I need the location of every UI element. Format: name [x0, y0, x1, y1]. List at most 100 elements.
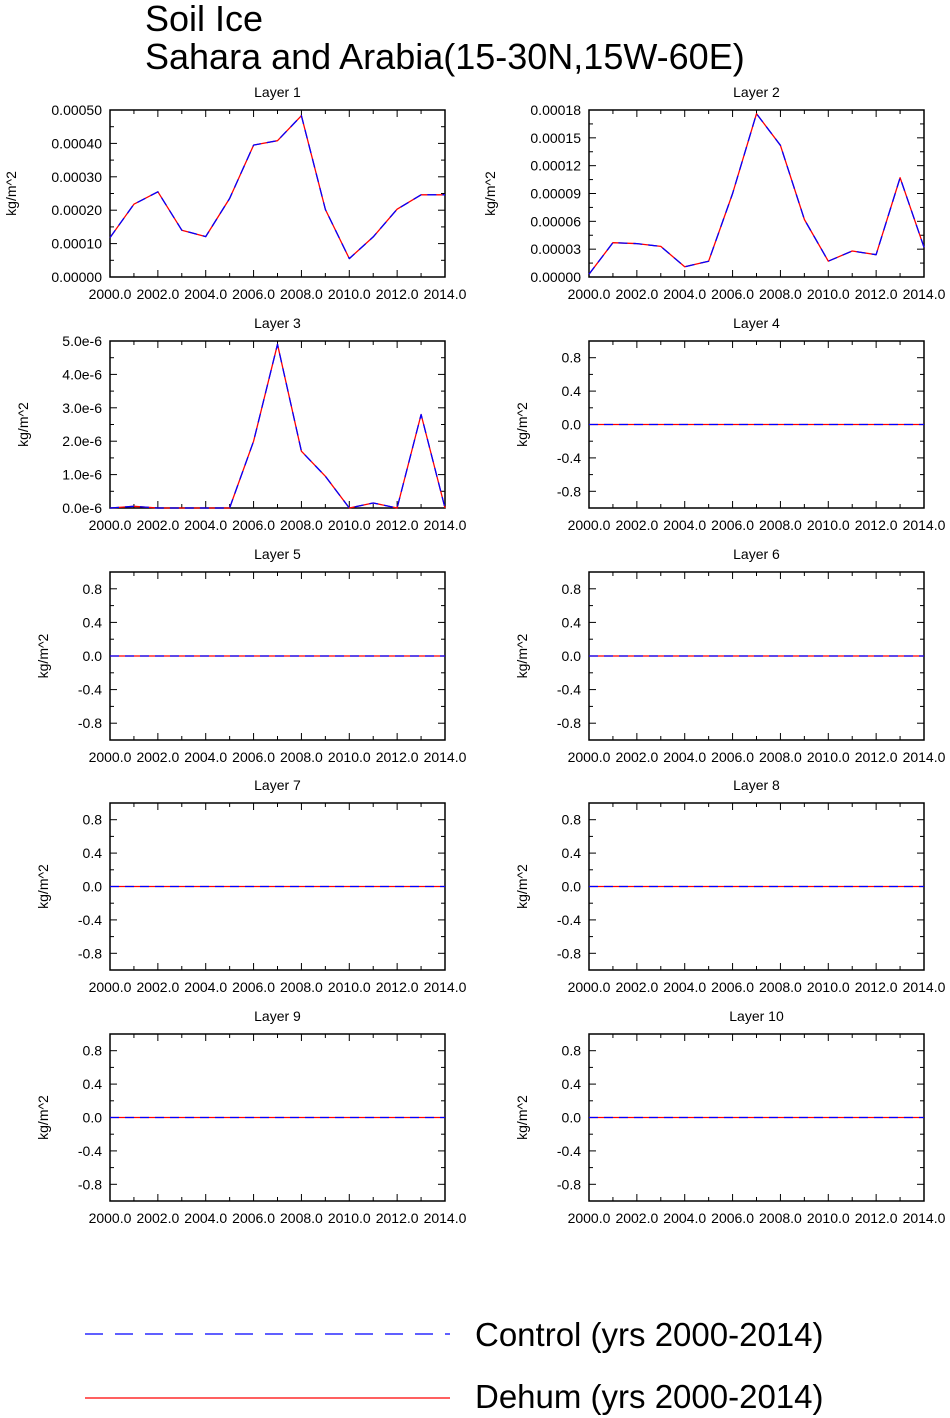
x-tick-label: 2004.0 [184, 286, 227, 302]
y-tick-label: 0.8 [562, 1043, 582, 1059]
x-tick-label: 2012.0 [855, 286, 898, 302]
x-tick-label: 2000.0 [568, 286, 611, 302]
y-tick-label: 0.4 [562, 845, 582, 861]
x-tick-label: 2006.0 [711, 749, 754, 765]
y-tick-label: 0.00012 [530, 158, 581, 174]
y-tick-label: -0.4 [557, 450, 581, 466]
y-tick-label: 0.0 [562, 648, 582, 664]
panel-6: Layer 6 2000.0 2002.0 2004.0 2006.0 2008.0 201… [514, 546, 946, 765]
figure-title-line2: Sahara and Arabia(15-30N,15W-60E) [145, 36, 745, 77]
x-tick-label: 2010.0 [328, 517, 371, 533]
y-tick-label: -0.8 [557, 1176, 581, 1192]
y-tick-label: 0.0 [83, 648, 103, 664]
x-tick-label: 2004.0 [184, 979, 227, 995]
x-tick-label: 2006.0 [711, 517, 754, 533]
y-tick-label: -0.4 [557, 1143, 581, 1159]
y-tick-label: 0.00018 [530, 102, 581, 118]
panel-title: Layer 3 [254, 315, 301, 331]
y-tick-label: 1.0e-6 [62, 467, 102, 483]
x-tick-label: 2002.0 [615, 286, 658, 302]
y-axis-label: kg/m^2 [35, 1095, 51, 1140]
x-tick-label: 2004.0 [184, 1210, 227, 1226]
x-tick-label: 2010.0 [328, 979, 371, 995]
y-tick-label: 0.8 [562, 350, 582, 366]
y-tick-label: -0.8 [78, 715, 102, 731]
x-tick-label: 2012.0 [855, 749, 898, 765]
y-axis-label: kg/m^2 [514, 402, 530, 447]
x-tick-label: 2002.0 [615, 979, 658, 995]
x-tick-label: 2014.0 [424, 286, 467, 302]
figure-title: Soil Ice Sahara and Arabia(15-30N,15W-60… [145, 0, 745, 76]
x-tick-label: 2000.0 [568, 749, 611, 765]
x-tick-label: 2010.0 [807, 1210, 850, 1226]
x-tick-label: 2010.0 [807, 749, 850, 765]
series-dehum-line [109, 343, 446, 509]
panel-title: Layer 5 [254, 546, 301, 562]
y-tick-label: 0.00015 [530, 130, 581, 146]
y-tick-label: 0.4 [83, 845, 103, 861]
y-tick-label: -0.4 [557, 682, 581, 698]
x-tick-label: 2012.0 [376, 286, 419, 302]
x-tick-label: 2008.0 [759, 286, 802, 302]
y-axis-label: kg/m^2 [35, 633, 51, 678]
y-tick-label: -0.8 [78, 1176, 102, 1192]
y-tick-label: 0.4 [562, 614, 582, 630]
y-axis-label: kg/m^2 [482, 171, 498, 216]
y-tick-label: 5.0e-6 [62, 333, 102, 349]
panel-2: Layer 2 2000.0 2002.0 2004.0 2006.0 2008.0 201… [482, 84, 946, 302]
x-tick-label: 2008.0 [280, 517, 323, 533]
x-tick-label: 2006.0 [711, 286, 754, 302]
x-tick-label: 2008.0 [280, 1210, 323, 1226]
y-tick-label: 0.0 [562, 417, 582, 433]
y-tick-label: 0.00000 [530, 269, 581, 285]
y-tick-label: 0.4 [83, 614, 103, 630]
series-dehum-line [588, 113, 925, 275]
panel-8: Layer 8 2000.0 2002.0 2004.0 2006.0 2008.0 201… [514, 777, 946, 995]
y-tick-label: 0.00020 [51, 202, 102, 218]
y-axis-label: kg/m^2 [514, 633, 530, 678]
panel-title: Layer 8 [733, 777, 780, 793]
y-tick-label: 0.8 [83, 1043, 103, 1059]
x-tick-label: 2002.0 [136, 1210, 179, 1226]
y-tick-label: 0.00050 [51, 102, 102, 118]
panel-1: Layer 1 2000.0 2002.0 2004.0 2006.0 2008.0 201… [3, 84, 467, 302]
x-tick-label: 2010.0 [807, 979, 850, 995]
y-axis-label: kg/m^2 [35, 864, 51, 909]
x-tick-label: 2014.0 [424, 1210, 467, 1226]
y-tick-label: 0.00040 [51, 135, 102, 151]
y-axis-label: kg/m^2 [514, 1095, 530, 1140]
panel-9: Layer 9 2000.0 2002.0 2004.0 2006.0 2008.0 201… [35, 1008, 467, 1226]
x-tick-label: 2008.0 [759, 749, 802, 765]
panel-title: Layer 7 [254, 777, 301, 793]
x-tick-label: 2010.0 [807, 286, 850, 302]
y-tick-label: 0.0 [83, 1110, 103, 1126]
y-axis-label: kg/m^2 [15, 402, 31, 447]
x-tick-label: 2006.0 [232, 979, 275, 995]
x-tick-label: 2002.0 [615, 517, 658, 533]
x-tick-label: 2002.0 [615, 749, 658, 765]
x-tick-label: 2012.0 [855, 1210, 898, 1226]
y-tick-label: 0.0 [562, 1110, 582, 1126]
y-tick-label: -0.4 [78, 1143, 102, 1159]
y-tick-label: 0.00006 [530, 213, 581, 229]
x-tick-label: 2010.0 [328, 749, 371, 765]
x-tick-label: 2014.0 [424, 979, 467, 995]
y-tick-label: 0.00030 [51, 169, 102, 185]
x-tick-label: 2002.0 [136, 517, 179, 533]
x-tick-label: 2008.0 [759, 1210, 802, 1226]
y-tick-label: 0.8 [562, 581, 582, 597]
x-tick-label: 2012.0 [855, 517, 898, 533]
y-tick-label: 0.4 [562, 1076, 582, 1092]
x-tick-label: 2000.0 [568, 517, 611, 533]
panel-title: Layer 1 [254, 84, 301, 100]
x-tick-label: 2010.0 [328, 286, 371, 302]
x-tick-label: 2004.0 [663, 979, 706, 995]
y-tick-label: 0.00009 [530, 186, 581, 202]
plot-frame [109, 340, 446, 509]
x-tick-label: 2010.0 [328, 1210, 371, 1226]
x-tick-label: 2014.0 [903, 749, 946, 765]
y-tick-label: -0.4 [557, 912, 581, 928]
x-tick-label: 2012.0 [376, 979, 419, 995]
panel-title: Layer 6 [733, 546, 780, 562]
panel-3: Layer 3 2000.0 2002.0 2004.0 2006.0 2008.0 201… [15, 315, 467, 533]
